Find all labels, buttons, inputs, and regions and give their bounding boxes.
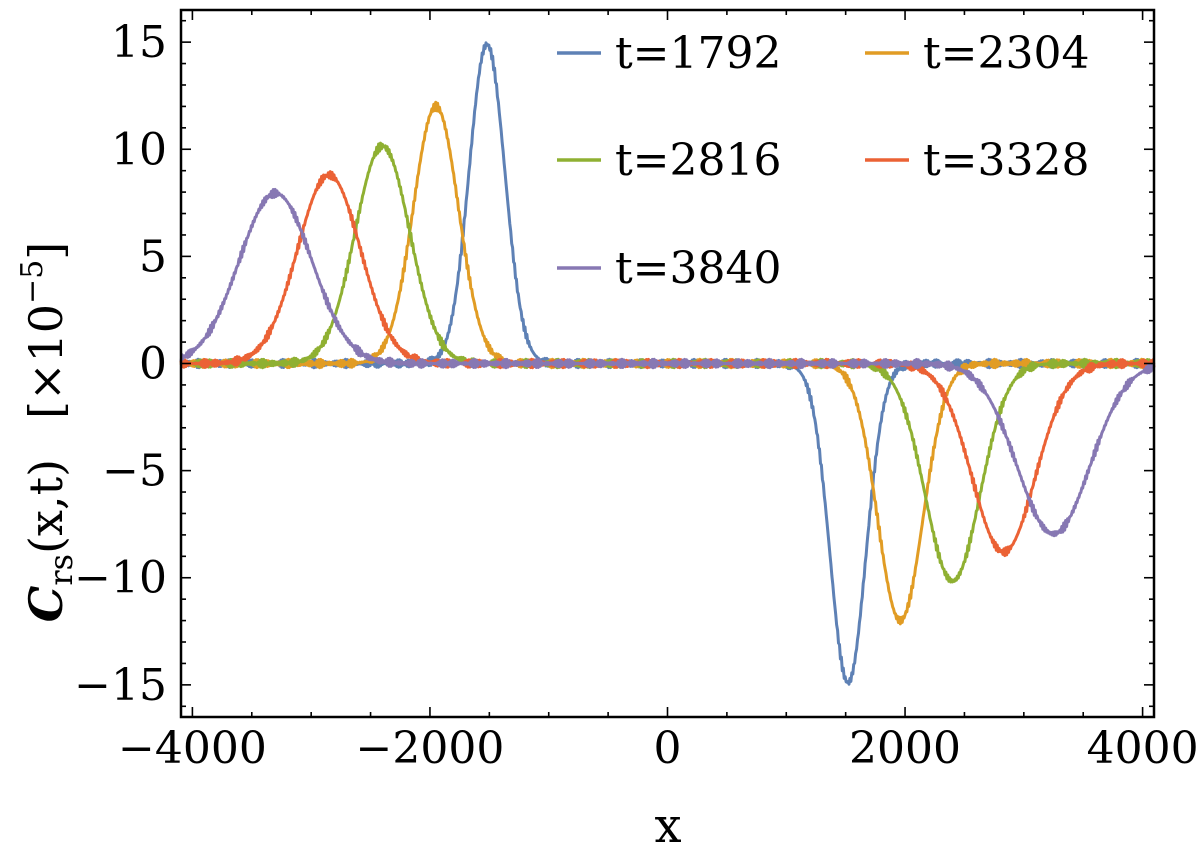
tick-labels: −4000 −2000 0 2000 4000 −15 −10 −5 0 5 10 15 — [74, 17, 1196, 774]
ticks-layer — [181, 10, 1154, 717]
legend-item: t=2816 — [557, 135, 782, 186]
legend-label: t=3328 — [923, 135, 1090, 186]
y-tick-label: 0 — [139, 339, 167, 390]
y-axis-label-main: C — [19, 585, 73, 622]
legend-label: t=2304 — [923, 28, 1090, 79]
series-layer — [179, 41, 1156, 686]
y-axis-label-sub: rs — [42, 554, 80, 586]
y-axis-label: Crs(x,t) [×10−5] — [15, 242, 80, 623]
y-tick-label: 5 — [139, 231, 167, 282]
x-tick-label: 2000 — [849, 723, 961, 774]
series-line-t-2304 — [179, 100, 1156, 626]
legend-label: t=2816 — [615, 135, 782, 186]
y-tick-label: −10 — [74, 553, 167, 604]
legend-item: t=3840 — [557, 243, 782, 294]
y-axis-scale-exp: −5 — [15, 260, 50, 304]
y-tick-label: 15 — [111, 17, 167, 68]
legend-item: t=1792 — [557, 28, 782, 79]
legend-label: t=1792 — [615, 28, 782, 79]
legend-label: t=3840 — [615, 243, 782, 294]
series-line-t-3840 — [179, 187, 1156, 538]
legend-item: t=2304 — [865, 28, 1090, 79]
svg-text:Crs(x,t)[×10−5]: Crs(x,t) [×10−5] — [15, 242, 80, 623]
legend-item: t=3328 — [865, 135, 1090, 186]
x-tick-label: 4000 — [1087, 723, 1196, 774]
y-axis-scale-prefix: [×10 — [19, 304, 73, 419]
x-axis-label: x — [654, 798, 681, 846]
y-axis-scale-suffix: ] — [19, 242, 73, 260]
y-axis-label-args: (x,t) — [19, 459, 73, 554]
y-tick-label: 10 — [111, 124, 167, 175]
y-tick-label: −15 — [74, 660, 167, 711]
legend: t=1792 t=2304 t=2816 t=3328 t=3840 — [557, 28, 1090, 294]
y-tick-label: −5 — [102, 446, 167, 497]
x-tick-label: −4000 — [118, 723, 267, 774]
x-tick-label: 0 — [654, 723, 682, 774]
x-tick-label: −2000 — [356, 723, 505, 774]
